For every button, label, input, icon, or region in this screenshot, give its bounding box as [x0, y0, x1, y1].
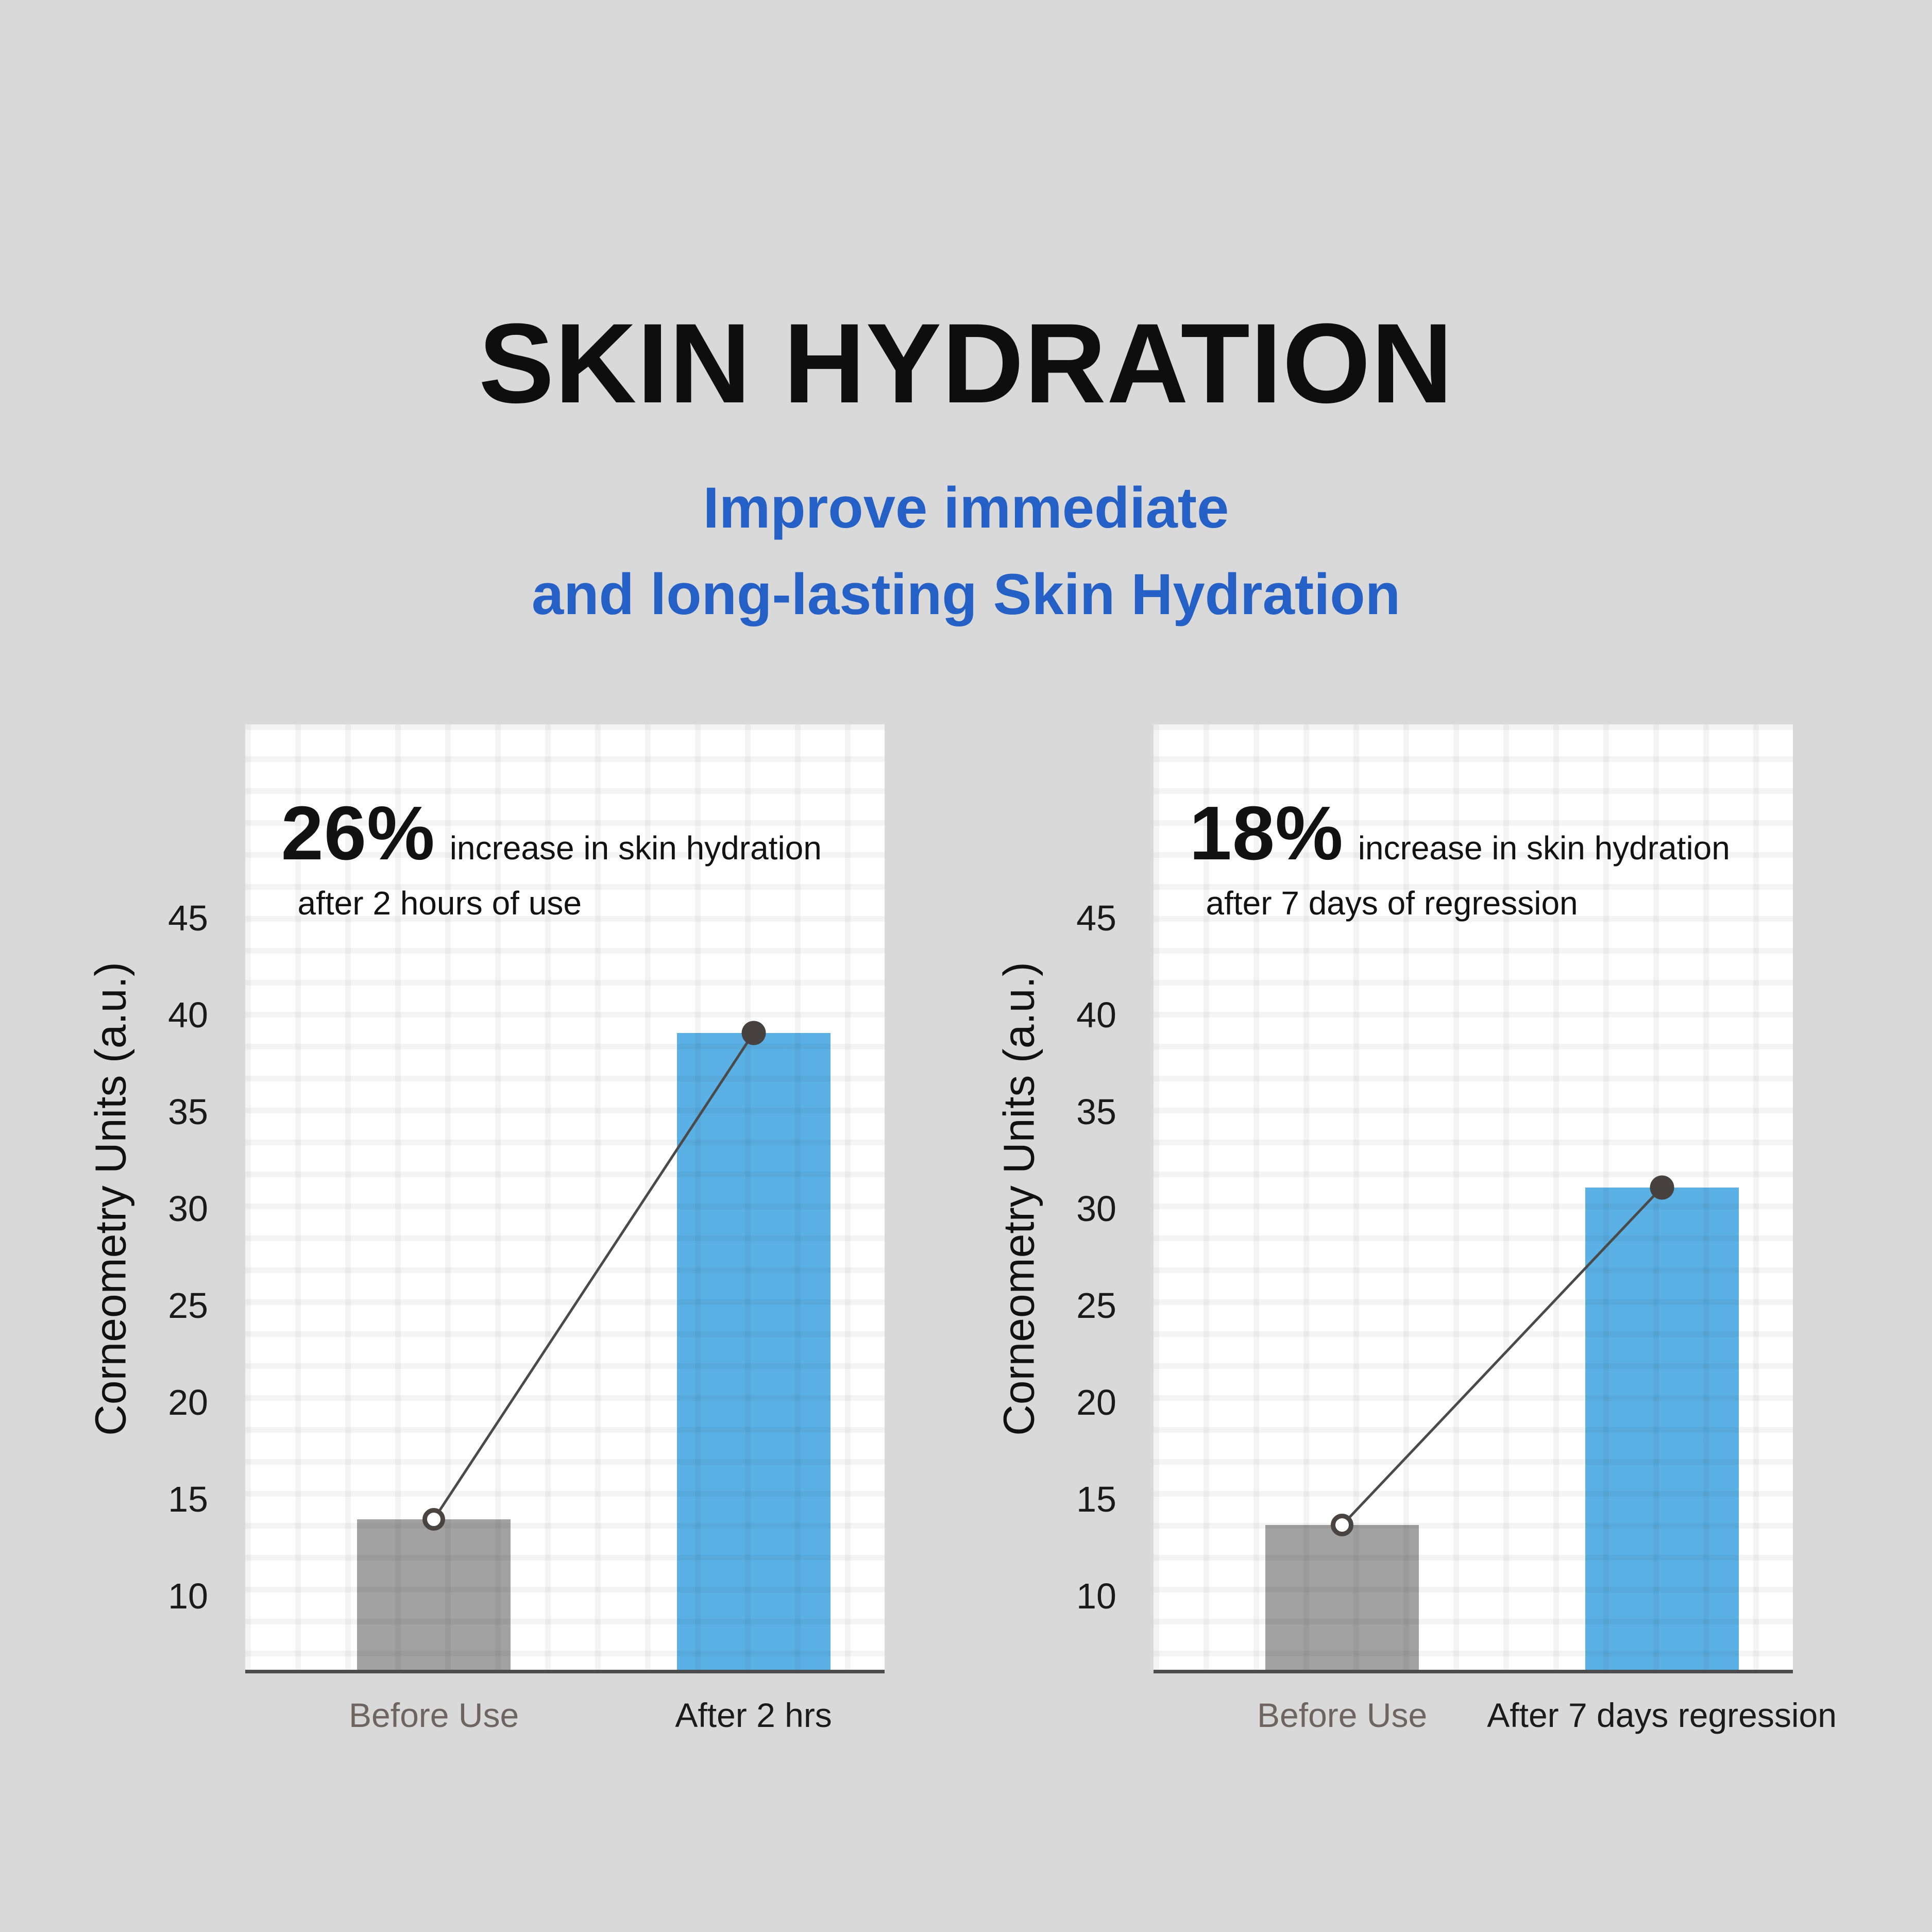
stat-annotation-line-1: 18% increase in skin hydration [1189, 795, 1730, 872]
y-tick-label: 35 [168, 1091, 208, 1132]
stat-annotation-line-1: 26% increase in skin hydration [281, 795, 821, 872]
y-tick-label: 10 [1076, 1575, 1116, 1616]
trend-end-marker-filled-dot [1650, 1175, 1674, 1200]
x-category-label: After 2 hrs [675, 1696, 832, 1734]
trend-svg [1341, 1187, 1663, 1526]
y-tick-label: 30 [168, 1188, 208, 1229]
trend-start-marker-open-circle [422, 1507, 446, 1531]
stat-caption-line-2: after 7 days of regression [1206, 885, 1578, 922]
x-category-label: Before Use [349, 1696, 519, 1734]
stat-value: 18% [1189, 791, 1344, 876]
plot-area: 18% increase in skin hydration after 7 d… [1154, 724, 1793, 1673]
page-subtitle-line-2: and long-lasting Skin Hydration [531, 562, 1401, 626]
bar-after-use [1585, 1187, 1739, 1670]
y-tick-label: 20 [1076, 1382, 1116, 1422]
y-tick-label: 15 [1076, 1479, 1116, 1519]
bar-after-use [676, 1033, 831, 1670]
bar-before-use [357, 1519, 511, 1670]
bar-before-use [1265, 1525, 1419, 1670]
page-title: SKIN HYDRATION [478, 300, 1454, 427]
bars-layer [1154, 724, 1793, 1670]
y-tick-label: 45 [168, 897, 208, 938]
trend-line [433, 1032, 755, 1520]
x-axis-labels: Before Use After 7 days regression [1154, 1673, 1837, 1761]
chart-immediate-hydration: Corneometry Units (a.u.) 45 40 35 30 25 20 15 1… [87, 724, 885, 1732]
y-tick-label: 40 [168, 994, 208, 1035]
stat-caption: increase in skin hydration [449, 829, 822, 867]
y-tick-label: 20 [168, 1382, 208, 1422]
x-category-label: Before Use [1257, 1696, 1428, 1734]
page-subtitle-line-1: Improve immediate [703, 476, 1229, 540]
stat-caption-line-2: after 2 hours of use [297, 885, 582, 922]
page-subtitle: Improve immediate and long-lasting Skin … [0, 465, 1932, 638]
y-tick-label: 35 [1076, 1091, 1116, 1132]
trend-svg [433, 1032, 755, 1520]
stat-annotation: 18% increase in skin hydration after 7 d… [1189, 795, 1730, 922]
trend-end-marker-filled-dot [741, 1021, 766, 1045]
y-axis-title: Corneometry Units (a.u.) [86, 962, 135, 1436]
x-axis-labels: Before Use After 2 hrs [245, 1673, 885, 1761]
trend-start-marker-open-circle [1331, 1514, 1354, 1537]
stat-annotation: 26% increase in skin hydration after 2 h… [281, 795, 821, 922]
y-tick-label: 25 [1076, 1285, 1116, 1326]
y-tick-label: 30 [1076, 1188, 1116, 1229]
plot-area: 26% increase in skin hydration after 2 h… [245, 724, 885, 1673]
trend-line [1341, 1187, 1663, 1526]
y-tick-label: 40 [1076, 994, 1116, 1035]
y-tick-label: 15 [168, 1479, 208, 1519]
stat-value: 26% [281, 791, 435, 876]
y-tick-label: 25 [168, 1285, 208, 1326]
y-tick-label: 45 [1076, 897, 1116, 938]
x-category-label: After 7 days regression [1487, 1696, 1837, 1734]
y-tick-label: 10 [168, 1575, 208, 1616]
y-axis-title: Corneometry Units (a.u.) [994, 962, 1043, 1436]
chart-long-lasting-hydration: Corneometry Units (a.u.) 45 40 35 30 25 20 15 1… [995, 724, 1837, 1732]
bars-layer [245, 724, 885, 1670]
stat-caption: increase in skin hydration [1358, 829, 1730, 867]
